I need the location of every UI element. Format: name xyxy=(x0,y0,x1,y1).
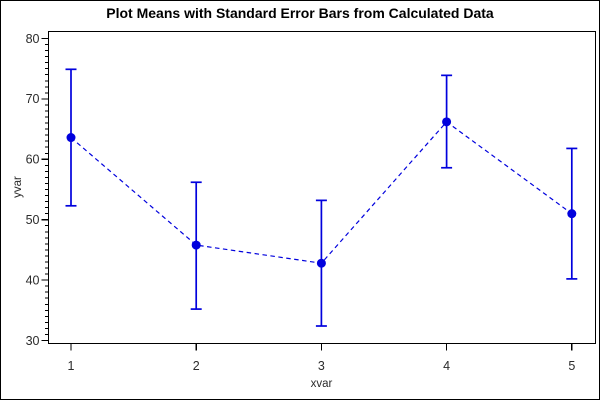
y-tick-label: 80 xyxy=(26,32,40,46)
x-axis-label: xvar xyxy=(310,378,333,390)
x-tick-label: 4 xyxy=(443,359,450,373)
data-point xyxy=(442,117,452,127)
data-point xyxy=(567,209,577,219)
y-tick-label: 50 xyxy=(26,213,40,227)
y-tick-label: 40 xyxy=(26,273,40,287)
data-point xyxy=(191,240,201,250)
data-point xyxy=(316,258,326,268)
x-tick-label: 5 xyxy=(568,359,575,373)
y-tick-label: 70 xyxy=(26,92,40,106)
chart-title: Plot Means with Standard Error Bars from… xyxy=(106,5,494,21)
x-tick-label: 2 xyxy=(193,359,200,373)
x-tick-label: 1 xyxy=(68,359,75,373)
x-tick-label: 3 xyxy=(318,359,325,373)
y-tick-label: 30 xyxy=(26,334,40,348)
data-point xyxy=(66,133,76,143)
y-tick-label: 60 xyxy=(26,153,40,167)
